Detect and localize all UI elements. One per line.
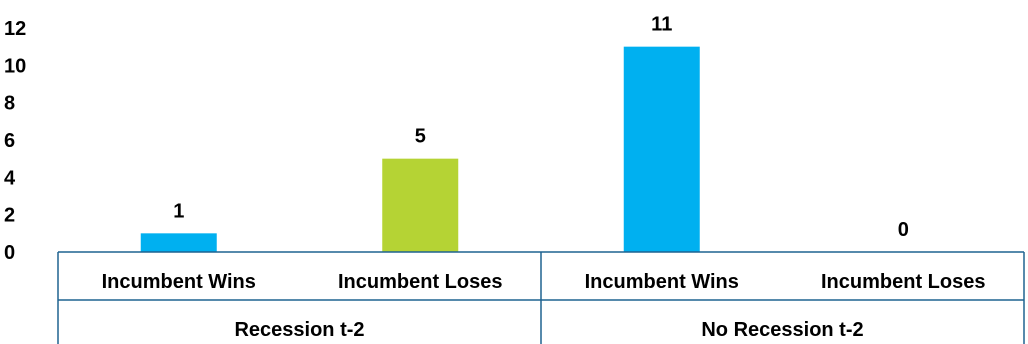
data-label: 0: [898, 219, 909, 241]
bar: [140, 233, 217, 252]
data-label: 5: [415, 126, 426, 148]
y-tick-label: 6: [4, 130, 15, 152]
group-labels: Recession t-2 No Recession t-2: [234, 319, 863, 341]
data-label: 11: [651, 14, 672, 36]
data-label: 1: [173, 200, 184, 222]
category-label: Incumbent Loses: [821, 271, 985, 293]
y-tick-label: 12: [4, 18, 26, 40]
group-label: No Recession t-2: [701, 319, 863, 341]
bar: [382, 158, 459, 252]
y-tick-label: 10: [4, 55, 26, 77]
group-label: Recession t-2: [234, 319, 364, 341]
y-tick-label: 0: [4, 242, 15, 264]
y-tick-label: 4: [4, 167, 16, 189]
category-label: Incumbent Wins: [585, 271, 739, 293]
bars: [140, 46, 700, 252]
category-labels: Incumbent Wins Incumbent Loses Incumbent W…: [102, 271, 986, 293]
x-axis: [57, 251, 1025, 344]
y-tick-label: 8: [4, 93, 15, 115]
category-label: Incumbent Wins: [102, 271, 256, 293]
bar: [623, 46, 700, 252]
category-label: Incumbent Loses: [338, 271, 502, 293]
y-tick-label: 2: [4, 205, 15, 227]
y-axis-ticks: 0 2 4 6 8 10 12: [4, 18, 26, 264]
data-labels: 1 5 11 0: [173, 14, 909, 241]
